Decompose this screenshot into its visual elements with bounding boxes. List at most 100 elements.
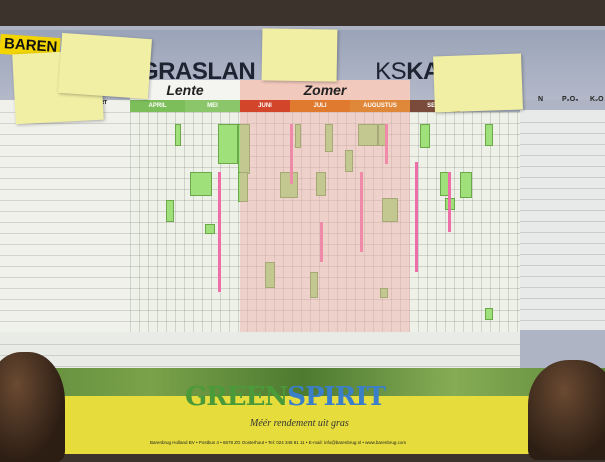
grid-line: [517, 112, 518, 332]
grid-line: [337, 112, 338, 332]
grid-line: [130, 299, 520, 300]
mowing-mark: [385, 124, 388, 164]
grid-line: [364, 112, 365, 332]
table-line: [0, 288, 130, 289]
grid-line: [418, 112, 419, 332]
logo-blue: SPIRIT: [287, 382, 386, 412]
grid-line: [355, 112, 356, 332]
table-line: [520, 232, 605, 233]
grazing-mark: [460, 172, 472, 198]
table-line: [520, 177, 605, 178]
field-table: I IN MAART: [0, 100, 130, 332]
grid-line: [274, 112, 275, 332]
grid-line: [175, 112, 176, 332]
month-juli: JULI: [290, 100, 350, 112]
grid-line: [436, 112, 437, 332]
table-line: [0, 355, 520, 356]
calendar-grid: [130, 112, 520, 332]
table-line: [0, 366, 520, 367]
grid-line: [292, 112, 293, 332]
table-line: [0, 321, 130, 322]
nutrient-k: K₂O: [590, 96, 604, 103]
mowing-mark: [320, 222, 323, 262]
summer-area: [240, 112, 410, 332]
grazing-mark: [345, 150, 353, 172]
grid-line: [130, 288, 520, 289]
grid-line: [328, 112, 329, 332]
grid-line: [130, 112, 131, 332]
sticky-note: [433, 53, 523, 113]
grid-line: [445, 112, 446, 332]
grid-line: [130, 222, 520, 223]
grid-line: [202, 112, 203, 332]
grid-line: [265, 112, 266, 332]
grid-line: [310, 112, 311, 332]
table-line: [520, 221, 605, 222]
shoe-left: [0, 352, 65, 462]
grid-line: [301, 112, 302, 332]
table-line: [0, 344, 520, 345]
table-line: [520, 320, 605, 321]
grazing-mark: [238, 172, 248, 202]
table-line: [520, 199, 605, 200]
grid-line: [130, 156, 520, 157]
grid-line: [472, 112, 473, 332]
month-mei: MEI: [185, 100, 240, 112]
grid-line: [130, 112, 520, 113]
grid-line: [238, 112, 239, 332]
grid-line: [139, 112, 140, 332]
grid-line: [373, 112, 374, 332]
table-line: [0, 255, 130, 256]
nutrient-n: N: [538, 96, 544, 103]
table-line: [0, 189, 130, 190]
grid-line: [130, 123, 520, 124]
table-line: [520, 287, 605, 288]
grid-line: [427, 112, 428, 332]
table-line: [0, 233, 130, 234]
nutrient-p: P₂O₅: [562, 96, 579, 103]
grazing-mark: [218, 124, 238, 164]
grid-line: [247, 112, 248, 332]
table-line: [0, 167, 130, 168]
table-line: [0, 310, 130, 311]
grid-line: [193, 112, 194, 332]
mowing-mark: [290, 124, 293, 184]
table-line: [520, 133, 605, 134]
grass-strip: [0, 368, 605, 398]
grid-line: [346, 112, 347, 332]
table-line: [0, 211, 130, 212]
grid-line: [382, 112, 383, 332]
table-line: [520, 265, 605, 266]
grid-line: [130, 255, 520, 256]
grid-line: [130, 266, 520, 267]
grid-line: [130, 244, 520, 245]
logo-green: GREEN: [185, 382, 288, 412]
mowing-mark: [415, 162, 418, 272]
grid-line: [157, 112, 158, 332]
mowing-mark: [360, 172, 363, 252]
grid-line: [148, 112, 149, 332]
yellow-banner: [0, 396, 605, 454]
grid-line: [211, 112, 212, 332]
table-line: [520, 309, 605, 310]
grazing-mark: [295, 124, 301, 148]
summary-rows: [0, 332, 520, 368]
table-line: [0, 244, 130, 245]
grazing-mark: [485, 124, 493, 146]
table-line: [0, 299, 130, 300]
grazing-mark: [316, 172, 326, 196]
grid-line: [463, 112, 464, 332]
table-line: [0, 134, 130, 135]
grazing-mark: [382, 198, 398, 222]
table-line: [520, 298, 605, 299]
grid-line: [130, 277, 520, 278]
table-line: [520, 276, 605, 277]
shoe-right: [528, 360, 605, 460]
grid-line: [184, 112, 185, 332]
month-augustus: AUGUSTUS: [350, 100, 410, 112]
table-line: [520, 122, 605, 123]
sticky-note: [261, 28, 338, 82]
table-line: [0, 266, 130, 267]
grazing-mark: [310, 272, 318, 298]
grid-line: [130, 167, 520, 168]
